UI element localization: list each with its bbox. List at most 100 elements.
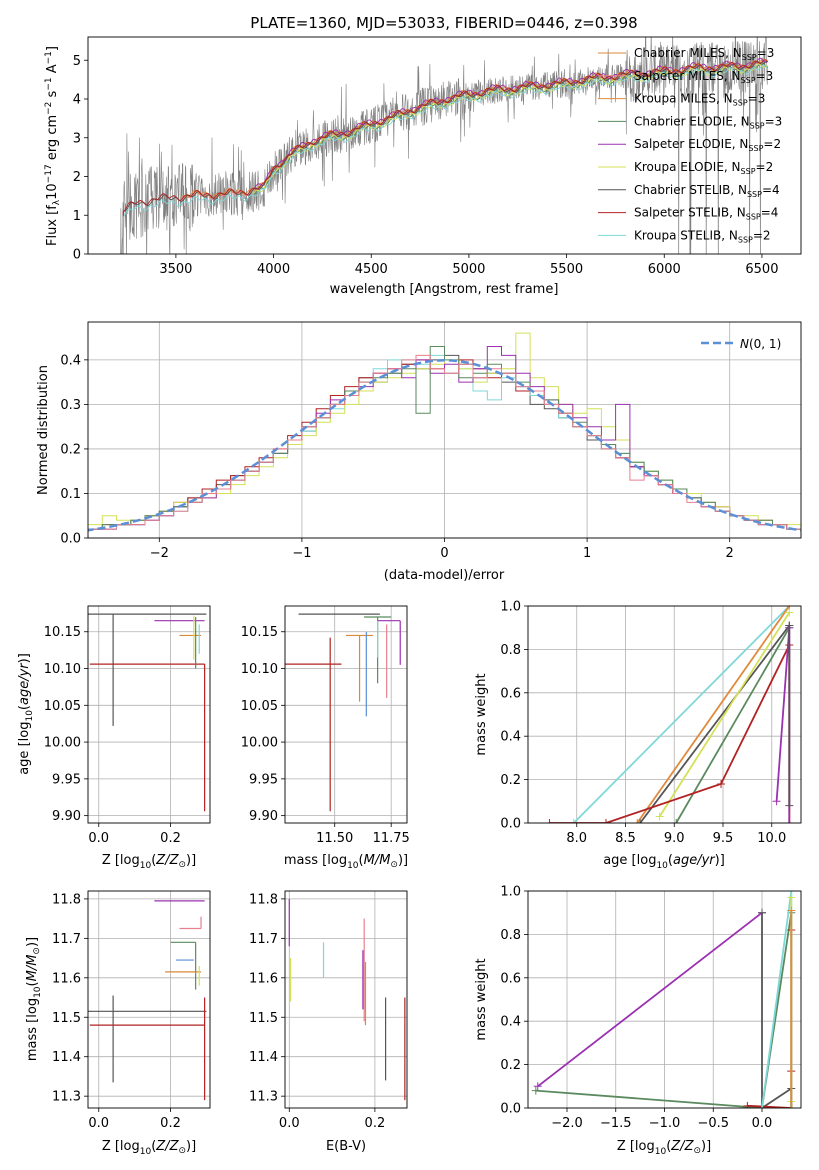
y-tick-label: 0.4 — [500, 1015, 521, 1030]
y-axis-label: age [log10(age/yr)] — [17, 653, 35, 775]
y-tick-label: 0.0 — [500, 817, 521, 832]
x-tick-label: 8.0 — [566, 831, 587, 846]
errorbar-point — [89, 663, 206, 812]
y-axis-label: mass [log10(M/M⊙)] — [25, 937, 43, 1061]
axes-frame-2 — [87, 321, 802, 539]
weight-marker — [785, 621, 794, 630]
errorbar-point — [88, 995, 207, 1083]
errorbar-point — [170, 941, 197, 990]
y-tick-label: 11.8 — [249, 892, 278, 907]
legend-entry: N(0, 1) — [740, 337, 781, 351]
weight-series-line — [639, 624, 791, 823]
y-tick-label: 11.3 — [52, 1090, 81, 1105]
x-tick-label: 4000 — [257, 262, 290, 277]
plot-area — [288, 898, 406, 1101]
x-tick-label: 2 — [726, 546, 734, 561]
weight-series-line — [537, 911, 763, 1088]
x-tick-label: −1 — [292, 546, 311, 561]
axes-frame-5 — [527, 605, 802, 824]
legend-entry: Chabrier MILES, NSSP=3 — [634, 46, 774, 62]
x-axis-label: E(B-V) — [326, 1139, 366, 1154]
y-tick-label: 0.0 — [60, 532, 81, 547]
y-tick-label: 10.00 — [241, 736, 278, 751]
y-tick-label: 10.05 — [241, 699, 278, 714]
y-tick-label: 0 — [73, 248, 81, 263]
y-tick-label: 1.0 — [500, 885, 521, 900]
x-tick-label: −0.5 — [697, 1116, 729, 1131]
plot-area — [531, 891, 796, 1108]
y-tick-label: 0.8 — [500, 643, 521, 658]
y-tick-label: 10.10 — [44, 662, 81, 677]
weight-marker — [655, 812, 664, 821]
y-tick-label: 0.4 — [60, 353, 81, 368]
x-tick-label: 10.0 — [757, 831, 786, 846]
x-axis-label: Z [log10(Z/Z⊙)] — [102, 1139, 196, 1157]
y-axis-label: mass weight — [474, 673, 489, 755]
x-tick-label: 0.0 — [88, 1116, 109, 1131]
y-tick-label: 11.4 — [52, 1050, 81, 1065]
x-tick-label: 0.2 — [160, 831, 181, 846]
axes-5 — [524, 605, 801, 827]
x-tick-label: −2 — [150, 546, 169, 561]
model-series-line — [122, 60, 768, 254]
x-tick-label: 5000 — [452, 262, 485, 277]
x-tick-label: −1.0 — [649, 1116, 681, 1131]
weight-series-line — [636, 606, 791, 823]
x-axis-label: age [log10(age/yr)] — [603, 853, 725, 871]
y-tick-label: 4 — [73, 93, 81, 108]
y-tick-label: 0.2 — [60, 442, 81, 457]
axes-frame-6 — [87, 890, 211, 1109]
y-tick-label: 9.90 — [52, 809, 81, 824]
plot-area — [88, 332, 801, 538]
weight-marker — [785, 801, 794, 810]
x-tick-label: 6000 — [648, 262, 681, 277]
legend-entry: Salpeter ELODIE, NSSP=2 — [634, 137, 781, 153]
x-tick-label: 0.0 — [88, 831, 109, 846]
weight-marker — [787, 1104, 796, 1108]
x-tick-label: 9.5 — [713, 831, 734, 846]
y-tick-label: 0.6 — [500, 971, 521, 986]
x-tick-label: −2.0 — [551, 1116, 583, 1131]
plot-area — [285, 613, 401, 812]
errorbar-point — [377, 620, 401, 665]
weight-marker — [758, 908, 766, 917]
x-tick-label: 4500 — [355, 262, 388, 277]
y-tick-label: 11.5 — [52, 1011, 81, 1026]
legend-entry: Salpeter STELIB, NSSP=4 — [634, 206, 778, 222]
legend-entry: Kroupa STELIB, NSSP=2 — [634, 228, 771, 244]
x-axis-label: Z [log10(Z/Z⊙)] — [617, 1139, 711, 1157]
axes-frame-7 — [284, 890, 408, 1109]
y-tick-label: 1.0 — [500, 600, 521, 615]
weight-marker — [785, 608, 794, 617]
x-axis-label: Z [log10(Z/Z⊙)] — [102, 853, 196, 871]
y-tick-label: 10.05 — [44, 699, 81, 714]
chart-title: PLATE=1360, MJD=53033, FIBERID=0446, z=0… — [250, 14, 637, 32]
x-tick-label: 0.2 — [160, 1116, 181, 1131]
plot-area — [120, 37, 769, 254]
x-axis-label: mass [log10(M/M⊙)] — [284, 853, 408, 871]
x-axis-label: wavelength [Angstrom, rest frame] — [330, 282, 559, 297]
y-tick-label: 9.95 — [52, 772, 81, 787]
axes-6 — [84, 891, 210, 1112]
weight-marker — [531, 1086, 540, 1095]
y-axis-label: Normed distribution — [36, 365, 51, 495]
y-tick-label: 2 — [73, 170, 81, 185]
errorbar-point — [346, 634, 374, 702]
legend-entry: Kroupa ELODIE, NSSP=2 — [634, 160, 773, 176]
axes-1 — [84, 37, 769, 258]
x-axis-label: (data-model)/error — [384, 568, 505, 583]
weight-marker — [545, 819, 554, 823]
y-tick-label: 11.6 — [52, 971, 81, 986]
weight-marker — [758, 1104, 766, 1108]
weight-marker — [787, 906, 796, 915]
y-tick-label: 10.00 — [44, 736, 81, 751]
y-tick-label: 9.90 — [249, 809, 278, 824]
legend-entry: Salpeter MILES, NSSP=3 — [634, 69, 773, 85]
x-tick-label: 3500 — [159, 262, 192, 277]
weight-marker — [772, 797, 781, 806]
y-tick-label: 1 — [73, 209, 81, 224]
weight-marker — [672, 819, 681, 823]
weight-marker — [636, 819, 645, 823]
y-tick-label: 10.15 — [44, 625, 81, 640]
